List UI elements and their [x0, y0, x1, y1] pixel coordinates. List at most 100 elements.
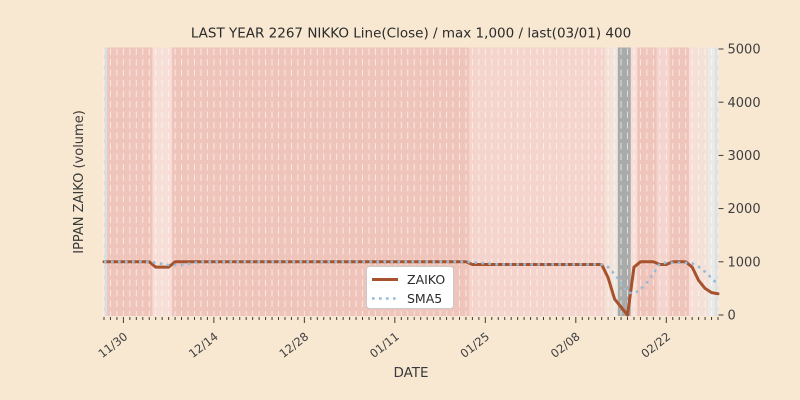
day-band: [708, 47, 716, 316]
legend-sma5-label: SMA5: [407, 291, 442, 306]
legend-item-sma5: SMA5: [372, 291, 442, 306]
day-band: [262, 47, 270, 316]
day-band: [184, 47, 192, 316]
day-band: [456, 47, 464, 316]
day-band: [288, 47, 296, 316]
zaiko-line: [102, 260, 720, 317]
day-band: [230, 47, 237, 316]
day-band: [294, 47, 302, 316]
day-band: [158, 47, 166, 316]
day-band: [482, 47, 489, 316]
day-band: [404, 47, 412, 316]
day-band: [255, 47, 263, 316]
day-gridlines: [103, 48, 719, 316]
day-band: [701, 47, 709, 316]
y-tick-label: 1000: [728, 255, 761, 270]
day-band: [495, 47, 502, 316]
day-band: [630, 47, 638, 316]
day-band: [546, 47, 554, 316]
day-band: [669, 47, 677, 316]
day-band: [572, 47, 580, 316]
day-band: [301, 47, 308, 316]
day-band: [236, 47, 244, 316]
day-band: [520, 47, 528, 316]
day-band: [443, 47, 451, 316]
day-band: [540, 47, 548, 316]
day-band: [152, 47, 160, 316]
day-band: [527, 47, 535, 316]
day-band: [501, 47, 509, 316]
day-band: [339, 47, 347, 316]
day-band: [320, 47, 328, 316]
day-band: [430, 47, 438, 316]
day-band: [436, 47, 444, 316]
y-tick-label: 4000: [728, 96, 761, 111]
day-band: [553, 47, 561, 316]
day-band: [449, 47, 457, 316]
day-band: [307, 47, 315, 316]
day-band: [104, 47, 108, 316]
day-band: [488, 47, 496, 316]
day-band: [507, 47, 515, 316]
day-band: [314, 47, 321, 316]
day-band: [714, 47, 719, 316]
day-band: [417, 47, 425, 316]
day-band: [359, 47, 367, 316]
day-band: [204, 47, 211, 316]
day-band: [611, 47, 619, 316]
y-tick-label: 2000: [728, 202, 761, 217]
day-band: [268, 47, 276, 316]
day-band: [281, 47, 289, 316]
day-band: [165, 47, 173, 316]
chart-title: LAST YEAR 2267 NIKKO Line(Close) / max 1…: [191, 26, 631, 42]
day-band: [682, 47, 690, 316]
legend-item-zaiko: ZAIKO: [372, 272, 445, 287]
day-band: [656, 47, 664, 316]
day-band: [346, 47, 354, 316]
day-band: [333, 47, 341, 316]
day-band: [411, 47, 418, 316]
day-band: [391, 47, 399, 316]
day-band: [566, 47, 573, 316]
y-tick-label: 5000: [728, 43, 761, 58]
day-band: [514, 47, 522, 316]
y-tick-label: 3000: [728, 149, 761, 164]
day-band: [146, 47, 153, 316]
day-band: [637, 47, 645, 316]
day-band: [178, 47, 186, 316]
day-band: [650, 47, 657, 316]
legend: ZAIKO SMA5: [366, 266, 454, 309]
day-band: [585, 47, 593, 316]
day-band: [469, 47, 476, 316]
day-band: [475, 47, 483, 316]
day-band: [579, 47, 586, 316]
day-band: [107, 47, 115, 316]
y-tick-label: 0: [728, 309, 736, 324]
x-axis-label: DATE: [393, 365, 428, 381]
day-band: [326, 47, 334, 316]
day-band: [385, 47, 392, 316]
day-band: [197, 47, 205, 316]
y-axis-label: IPPAN ZAIKO (volume): [72, 110, 87, 254]
day-band: [242, 47, 250, 316]
day-band: [675, 47, 683, 316]
day-band: [133, 47, 140, 316]
day-band: [423, 47, 431, 316]
day-band: [217, 47, 224, 316]
day-band: [398, 47, 405, 316]
day-band: [113, 47, 121, 316]
legend-zaiko-label: ZAIKO: [407, 272, 445, 287]
day-band: [624, 47, 632, 316]
day-band: [249, 47, 257, 316]
day-bands: [104, 47, 719, 316]
day-band: [378, 47, 386, 316]
y-axis-ticks: 0 1000 2000 3000 4000 5000: [718, 43, 761, 324]
day-band: [533, 47, 541, 316]
day-band: [352, 47, 360, 316]
day-band: [275, 47, 283, 316]
day-band: [223, 47, 231, 316]
day-band: [191, 47, 199, 316]
day-band: [126, 47, 134, 316]
